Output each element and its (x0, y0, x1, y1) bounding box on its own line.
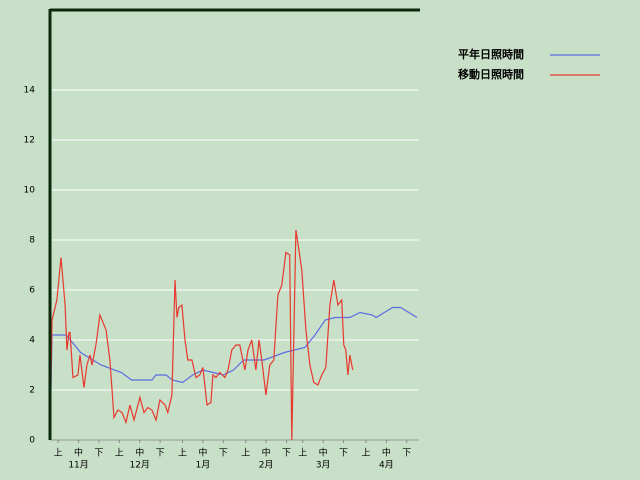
x-tick-label: 中 (135, 447, 144, 459)
series-line (49, 229, 354, 441)
y-tick-label: 8 (29, 236, 35, 246)
month-label: 3月 (316, 460, 331, 471)
legend-label: 移動日照時間 (458, 67, 524, 81)
x-tick-label: 下 (402, 449, 411, 459)
y-tick-label: 4 (29, 336, 35, 346)
x-tick-label: 上 (298, 448, 307, 459)
month-label: 12月 (129, 460, 149, 471)
legend-label: 平年日照時間 (458, 47, 524, 61)
month-label: 1月 (196, 460, 211, 471)
x-tick-label: 中 (198, 447, 207, 459)
x-tick-label: 中 (382, 447, 391, 459)
x-tick-label: 上 (54, 448, 63, 459)
y-tick-label: 14 (24, 86, 36, 96)
x-tick-label: 下 (282, 449, 291, 459)
month-label: 2月 (259, 460, 274, 471)
x-tick-label: 下 (219, 449, 228, 459)
x-tick-label: 中 (319, 447, 328, 459)
month-label: 4月 (379, 460, 394, 471)
x-tick-label: 上 (241, 448, 250, 459)
x-tick-label: 下 (94, 449, 103, 459)
y-tick-label: 6 (29, 286, 35, 296)
month-label: 11月 (68, 460, 88, 471)
series-line (49, 306, 418, 441)
x-tick-label: 中 (74, 447, 83, 459)
y-tick-label: 0 (29, 436, 35, 446)
y-tick-label: 12 (24, 136, 35, 146)
y-tick-label: 10 (24, 186, 36, 196)
x-tick-label: 上 (178, 448, 187, 459)
x-tick-label: 上 (361, 448, 370, 459)
x-tick-label: 下 (156, 449, 165, 459)
x-tick-label: 中 (262, 447, 271, 459)
y-tick-label: 2 (29, 386, 35, 396)
x-tick-label: 下 (339, 449, 348, 459)
x-tick-label: 上 (115, 448, 124, 459)
